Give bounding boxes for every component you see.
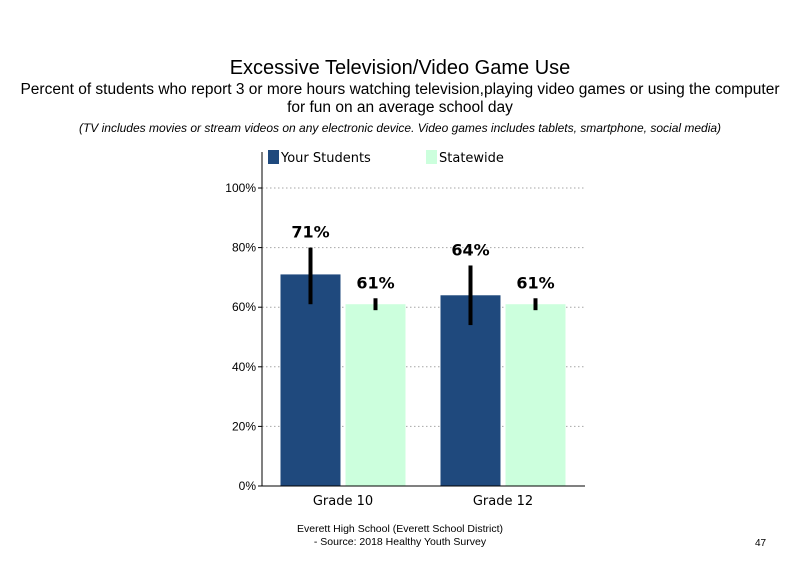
data-label: 61% — [516, 273, 554, 292]
chart-subtitle: Percent of students who report 3 or more… — [20, 81, 780, 116]
footer-source: - Source: 2018 Healthy Youth Survey — [313, 536, 487, 548]
bar — [280, 274, 341, 486]
bar — [505, 304, 566, 486]
x-tick-label: Grade 10 — [313, 494, 373, 509]
data-label: 64% — [451, 240, 489, 259]
legend-swatch — [426, 150, 437, 164]
y-tick-label: 80% — [232, 241, 256, 255]
y-tick-label: 0% — [239, 479, 257, 493]
chart-title: Excessive Television/Video Game Use — [229, 57, 571, 79]
y-tick-label: 100% — [225, 181, 256, 195]
y-tick-label: 60% — [232, 300, 256, 314]
data-label: 71% — [291, 223, 329, 242]
page-number: 47 — [755, 538, 767, 549]
bar — [440, 295, 501, 486]
legend-label: Your Students — [280, 151, 371, 166]
x-tick-label: Grade 12 — [473, 494, 533, 509]
y-tick-label: 20% — [232, 419, 256, 433]
data-label: 61% — [356, 273, 394, 292]
footer: Everett High School (Everett School Dist… — [250, 523, 550, 549]
y-tick-label: 40% — [232, 360, 256, 374]
chart-note: (TV includes movies or stream videos on … — [78, 121, 722, 135]
bar — [345, 304, 406, 486]
footer-school: Everett High School (Everett School Dist… — [297, 523, 503, 535]
legend-label: Statewide — [439, 151, 504, 166]
legend-swatch — [268, 150, 279, 164]
